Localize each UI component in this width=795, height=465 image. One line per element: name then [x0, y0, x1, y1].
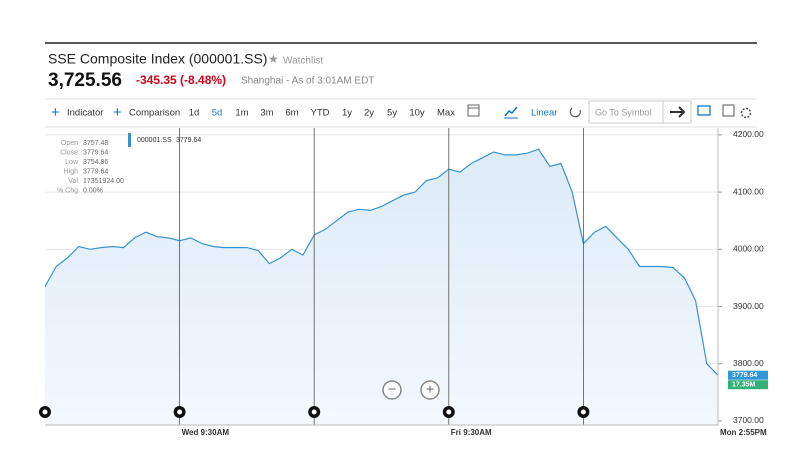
- volume-tag: [728, 380, 768, 390]
- chart-type-icon[interactable]: [504, 106, 518, 117]
- range-button[interactable]: Max: [437, 108, 455, 119]
- info-label: Open: [61, 140, 78, 147]
- x-tick-label: Fri 9:30AM: [451, 428, 492, 437]
- range-button[interactable]: 2y: [364, 108, 374, 119]
- price-tag-label: 3779.64: [732, 372, 757, 379]
- watchlist-link[interactable]: Watchlist: [283, 56, 323, 67]
- volume-tag-label: 17.35M: [732, 382, 756, 389]
- range-button[interactable]: 5y: [387, 108, 397, 119]
- reset-icon[interactable]: [569, 107, 581, 118]
- range-button[interactable]: 1y: [342, 108, 352, 119]
- indicator-button[interactable]: Indicator: [67, 108, 103, 119]
- range-button[interactable]: 10y: [409, 108, 425, 119]
- settings-icon[interactable]: [740, 107, 752, 119]
- y-tick-label: 3900.00: [733, 301, 764, 311]
- range-button[interactable]: 1m: [235, 108, 248, 119]
- plus-icon[interactable]: +: [51, 104, 60, 121]
- price-tag: [728, 370, 768, 380]
- quote-title: SSE Composite Index (000001.SS): [48, 51, 267, 67]
- zoom-button[interactable]: [420, 380, 440, 400]
- info-value: 17351924.00: [83, 178, 124, 185]
- info-label: Low: [65, 159, 79, 166]
- event-marker-center: [580, 409, 586, 415]
- range-button[interactable]: 5d: [212, 108, 223, 119]
- info-value: 3757.48: [83, 140, 108, 147]
- info-value: 3779.64: [83, 168, 108, 175]
- price-area: [45, 149, 718, 425]
- range-button[interactable]: 6m: [285, 108, 298, 119]
- event-marker-center: [446, 409, 452, 415]
- legend-value: 3779.64: [176, 137, 201, 144]
- go-arrow: [670, 106, 686, 118]
- zoom-symbol: −: [388, 381, 396, 397]
- legend-name: 000001.SS: [137, 137, 172, 144]
- range-button[interactable]: 3m: [260, 108, 273, 119]
- legend-swatch: [128, 133, 131, 147]
- zoom-button[interactable]: [382, 380, 402, 400]
- range-button[interactable]: YTD: [311, 108, 330, 119]
- y-tick-label: 3700.00: [733, 415, 764, 425]
- y-tick-label: 4000.00: [733, 244, 764, 254]
- comparison-button[interactable]: Comparison: [129, 108, 180, 119]
- info-value: 3779.64: [83, 149, 108, 156]
- price-line: [44, 148, 719, 376]
- y-tick-label: 4200.00: [733, 129, 764, 139]
- x-tick-label: Mon 2:55PM: [720, 428, 767, 437]
- zoom-symbol: +: [426, 381, 434, 397]
- x-tick-label: Wed 9:30AM: [182, 428, 230, 437]
- market-status: Shanghai - As of 3:01AM EDT: [241, 76, 374, 87]
- price-change: -345.35 (-8.48%): [136, 73, 226, 87]
- scale-button[interactable]: Linear: [531, 108, 557, 119]
- info-label: Close: [60, 149, 78, 156]
- symbol-placeholder: Go To Symbol: [595, 107, 651, 117]
- compare-icon[interactable]: [697, 105, 711, 116]
- event-marker-center: [311, 409, 317, 415]
- info-value: 3754.86: [83, 159, 108, 166]
- range-button[interactable]: 1d: [189, 108, 200, 119]
- plus-icon[interactable]: +: [113, 104, 122, 121]
- info-label: Vol: [68, 178, 78, 185]
- star-icon[interactable]: ★: [268, 52, 279, 66]
- info-label: High: [64, 168, 79, 175]
- price: 3,725.56: [48, 70, 122, 91]
- event-marker-center: [42, 409, 48, 415]
- info-value: 0.00%: [83, 187, 103, 194]
- calendar-icon[interactable]: [467, 104, 480, 117]
- y-tick-label: 3800.00: [733, 358, 764, 368]
- share-icon[interactable]: [722, 104, 735, 117]
- y-tick-label: 4100.00: [733, 186, 764, 196]
- event-marker-center: [177, 409, 183, 415]
- info-label: % Chg: [57, 187, 78, 194]
